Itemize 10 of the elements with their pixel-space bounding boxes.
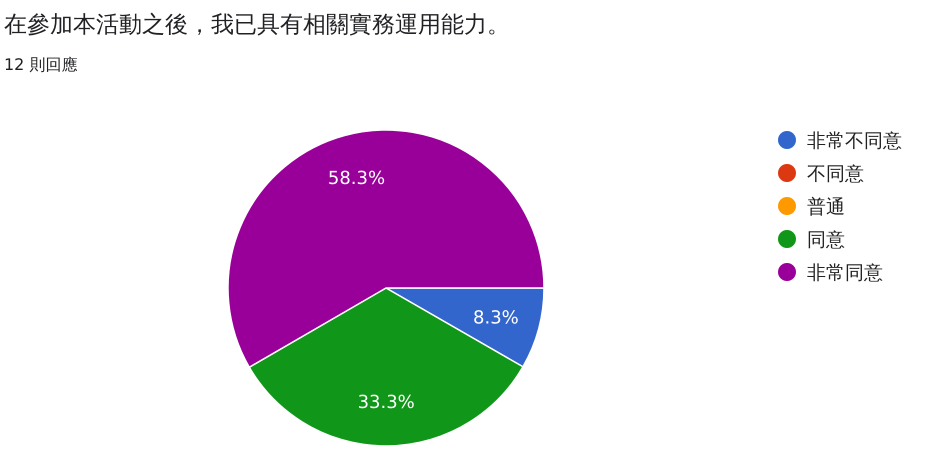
data-label: 8.3% [473,307,519,328]
legend-label: 同意 [807,229,845,251]
data-label: 33.3% [358,392,415,413]
data-label: 58.3% [328,168,386,190]
legend-label: 非常不同意 [807,130,902,152]
text: 12 則回應 [4,55,78,74]
legend-label: 不同意 [807,163,864,185]
legend-label: 普通 [807,196,845,218]
chart-title: 在參加本活動之後，我已具有相關實務運用能力。 [4,12,510,38]
legend-label: 非常同意 [807,262,883,284]
